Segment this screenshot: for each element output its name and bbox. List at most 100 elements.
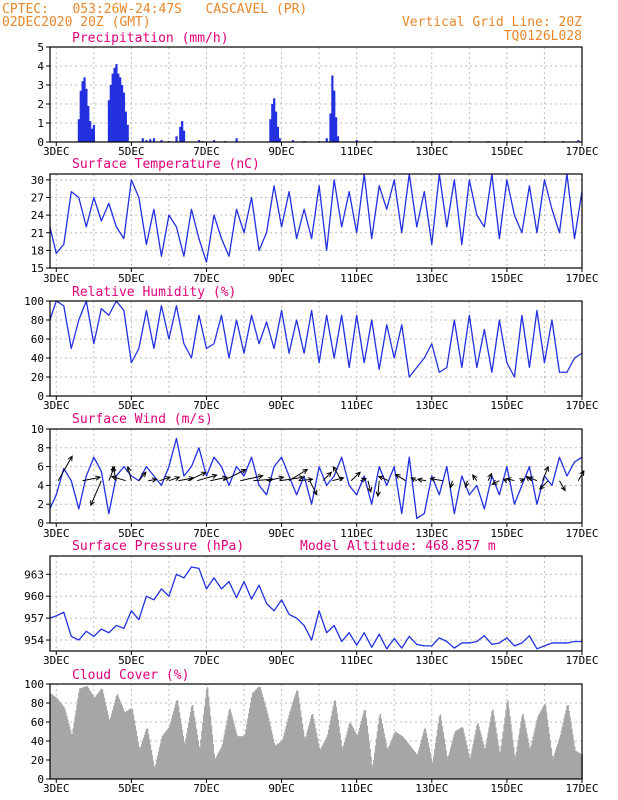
x-tick-label: 15DEC <box>490 527 523 540</box>
panel-temp: 15 18 21 24 27 30 3DEC 5DEC 7DEC 9DEC 11DEC 13DEC 15… <box>31 157 599 285</box>
cloud-bar <box>549 740 552 779</box>
cloud-bar <box>412 749 414 779</box>
cloud-bar <box>60 703 62 779</box>
wind-vector-head <box>410 477 417 483</box>
cloud-bar <box>291 705 293 779</box>
wind-vector-head <box>326 471 333 478</box>
precip-bar <box>149 139 152 142</box>
cloud-bar <box>388 744 391 779</box>
y-tick-label: 80 <box>31 314 44 327</box>
cloud-bar <box>401 735 403 779</box>
cloud-bar <box>140 746 142 779</box>
cloud-bar <box>392 735 395 779</box>
wind-vector <box>377 480 380 497</box>
precip-bar <box>87 105 90 142</box>
cloud-bar <box>312 718 315 779</box>
x-tick-label: 15DEC <box>490 399 523 412</box>
cloud-bar <box>526 737 529 779</box>
precip-bar <box>92 124 96 142</box>
cloud-bar <box>448 751 451 779</box>
precip-bar <box>120 85 124 142</box>
cloud-bar <box>311 714 314 779</box>
cloud-bar <box>369 748 371 779</box>
cloud-bar <box>267 718 270 779</box>
precip-bar <box>276 126 280 142</box>
cloud-bar <box>541 709 543 779</box>
cloud-bar <box>430 756 432 779</box>
cloud-bar <box>502 731 505 779</box>
cloud-bar <box>496 739 499 779</box>
cloud-bar <box>427 742 430 779</box>
plot-area <box>50 47 582 142</box>
cloud-bar <box>469 758 472 779</box>
cloud-bar <box>99 689 102 779</box>
cloud-bar <box>53 696 56 779</box>
cloud-bar <box>320 748 322 779</box>
cloud-bar <box>100 688 103 779</box>
header: CPTEC: 053:26W-24:47S CASCAVEL (PR) 02DE… <box>2 2 582 44</box>
cloud-bar <box>234 730 237 779</box>
cloud-bar <box>445 750 447 779</box>
cloud-bar <box>442 732 445 779</box>
x-tick-label: 3DEC <box>43 272 70 285</box>
cloud-bar <box>245 729 247 779</box>
cloud-bar <box>80 687 83 779</box>
x-tick-label: 13DEC <box>415 654 448 667</box>
cloud-bar <box>561 726 564 779</box>
cloud-bar <box>282 736 285 779</box>
cloud-bar <box>479 733 482 779</box>
wind-vector <box>82 476 101 482</box>
cloud-bar <box>337 720 339 779</box>
plot-frame <box>49 173 583 269</box>
cloud-bar <box>232 719 234 779</box>
panel-title: Surface Temperature (nC) <box>72 157 260 172</box>
cloud-bar <box>418 750 420 779</box>
cloud-bar <box>111 713 113 779</box>
x-tick-label: 5DEC <box>118 654 145 667</box>
cloud-bar <box>241 736 244 779</box>
cloud-bar <box>362 713 365 779</box>
cloud-bar <box>571 734 574 779</box>
cloud-bar <box>555 750 557 779</box>
cloud-bar <box>199 747 201 779</box>
x-tick-label: 17DEC <box>565 272 598 285</box>
x-tick-label: 5DEC <box>118 272 145 285</box>
precip-bar <box>113 67 116 142</box>
cloud-bar <box>528 747 531 779</box>
cloud-bar <box>67 723 70 779</box>
cloud-bar <box>197 740 199 779</box>
cloud-bar <box>259 687 261 779</box>
cloud-bar <box>439 714 442 779</box>
precip-bar <box>291 140 295 142</box>
cloud-bar <box>96 693 99 779</box>
cloud-bar <box>575 751 578 779</box>
cloud-bar <box>543 704 546 779</box>
cloud-bar <box>480 737 483 779</box>
cloud-bar <box>191 704 194 779</box>
wind-vector-head <box>355 471 361 478</box>
cloud-bar <box>306 732 308 779</box>
cloud-bar <box>274 745 276 779</box>
cloud-bar <box>265 710 268 779</box>
cloud-bar <box>217 754 219 779</box>
precip-bar <box>335 117 338 142</box>
cloud-bar <box>246 723 248 779</box>
wind-vector <box>322 471 332 482</box>
cloud-bar <box>146 728 149 779</box>
cloud-bar <box>435 736 438 779</box>
cloud-bar <box>234 726 236 779</box>
x-tick-label: 9DEC <box>268 527 295 540</box>
cloud-bar <box>50 693 52 779</box>
cloud-bar <box>571 728 573 779</box>
cloud-bar <box>243 736 245 779</box>
x-tick-label: 7DEC <box>193 527 220 540</box>
wind-vector <box>112 466 117 481</box>
cloud-bar <box>420 739 423 779</box>
cloud-bar <box>415 753 417 779</box>
cloud-bar <box>556 744 559 779</box>
cloud-bar <box>252 692 255 779</box>
y-tick-label: 0 <box>37 517 44 530</box>
wind-vector-head <box>332 465 338 472</box>
cloud-bar <box>341 749 344 779</box>
